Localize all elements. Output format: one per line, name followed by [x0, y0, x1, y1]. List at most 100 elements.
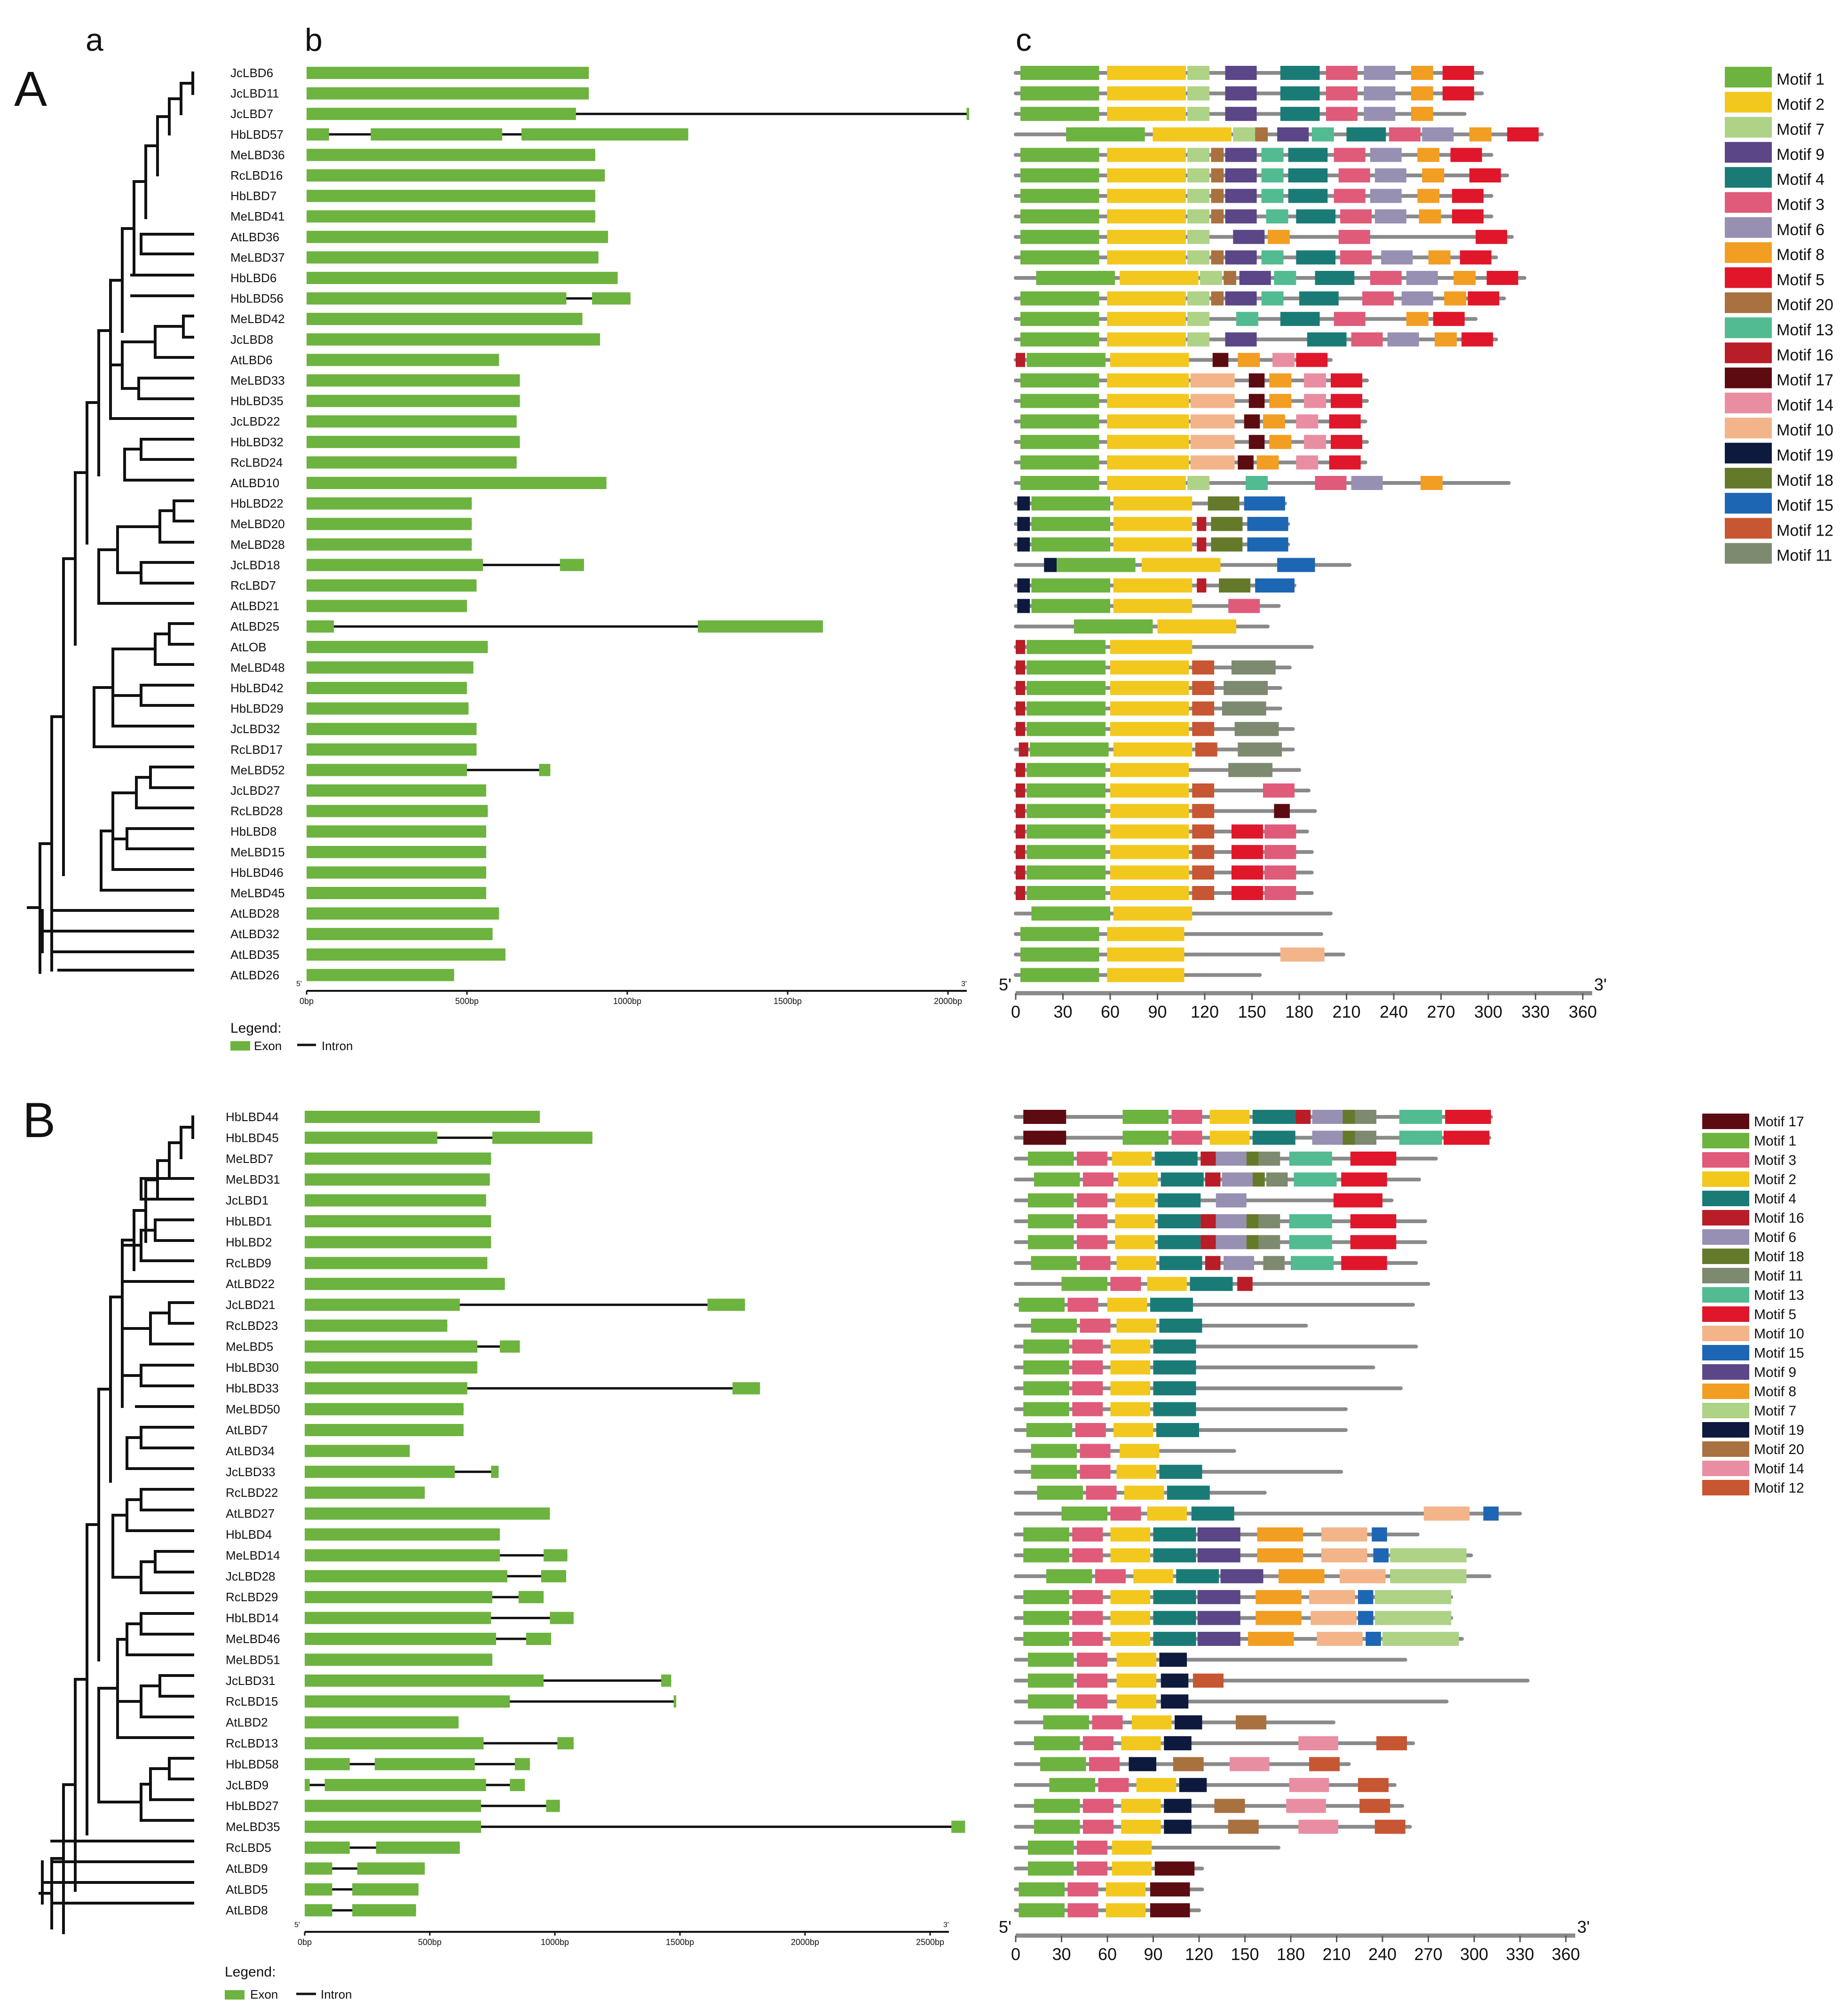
motif-block — [1389, 127, 1421, 142]
gene-label: AtLBD6 — [230, 353, 273, 367]
motif-legend-swatch — [1725, 142, 1772, 163]
motif-block — [1411, 107, 1433, 121]
motif-block — [1017, 517, 1030, 531]
motif-block — [1032, 538, 1111, 552]
exon-box — [307, 518, 472, 530]
gene-label: AtLBD8 — [226, 1903, 268, 1917]
motif-block — [1253, 1131, 1295, 1145]
motif-block — [1225, 168, 1257, 182]
exon-box — [305, 1653, 492, 1666]
motif-block — [1192, 660, 1214, 674]
motif-block — [1238, 743, 1282, 757]
motif-block — [1153, 127, 1232, 142]
motif-block — [1232, 865, 1263, 879]
gene-label: RcLBD29 — [226, 1590, 278, 1604]
motif-block — [1023, 1632, 1069, 1646]
motif-legend-swatch — [1725, 468, 1772, 489]
exon-box — [307, 538, 472, 551]
motif-block — [1121, 1820, 1161, 1834]
exon-box — [305, 1904, 332, 1916]
exon-box — [305, 1570, 507, 1582]
motif-block — [1110, 824, 1189, 838]
motif-block — [1295, 1110, 1311, 1124]
motif-block — [1147, 1507, 1187, 1521]
motif-block — [1200, 1214, 1216, 1228]
phylogenetic-tree-a — [28, 73, 193, 972]
motif-block — [1304, 373, 1326, 387]
motif-legend-swatch — [1702, 1384, 1749, 1399]
motif-legend-label: Motif 7 — [1754, 1403, 1796, 1419]
motif-block — [1347, 127, 1386, 142]
motif-block — [1452, 209, 1484, 223]
motif-block — [1175, 1716, 1202, 1730]
motif-block — [1107, 476, 1186, 490]
motif-block — [1187, 476, 1209, 490]
motif-block — [1205, 1256, 1221, 1270]
motif-block — [1020, 927, 1099, 941]
gene-label: AtLOB — [230, 640, 267, 654]
motif-block — [1112, 1152, 1152, 1166]
motif-block — [1107, 66, 1186, 80]
motif-axis-tick-label: 150 — [1231, 1945, 1259, 1964]
gene-label: JcLBD9 — [226, 1778, 269, 1792]
gene-label: MeLBD41 — [230, 209, 285, 223]
motif-block — [1095, 1569, 1126, 1583]
motif-block — [1077, 1214, 1107, 1228]
motif-block — [1343, 1131, 1355, 1145]
gene-axis-tick-label: 2500bp — [916, 1937, 944, 1947]
motif-block — [1419, 209, 1441, 223]
motif-block — [1221, 1569, 1264, 1583]
motif-block — [1311, 1611, 1357, 1625]
exon-box — [307, 190, 595, 202]
motif-block — [1216, 1235, 1247, 1249]
motif-legend-label: Motif 2 — [1777, 95, 1824, 113]
motif-block — [1198, 1527, 1240, 1542]
motif-axis-tick-label: 240 — [1368, 1945, 1397, 1964]
motif-block — [1340, 250, 1372, 264]
motif-legend-label: Motif 10 — [1777, 421, 1833, 439]
motif-block — [1028, 1152, 1074, 1166]
motif-block — [1032, 497, 1111, 511]
motif-block — [1375, 209, 1406, 223]
motif-block — [1331, 435, 1362, 449]
exon-box — [661, 1675, 671, 1687]
motif-block — [1107, 168, 1186, 182]
motif-block — [1366, 1632, 1381, 1646]
motif-block — [1232, 845, 1263, 859]
exon-box — [307, 703, 468, 715]
motif-block — [1296, 250, 1335, 264]
motif-block — [1083, 1820, 1114, 1834]
gene-label: MeLBD31 — [226, 1172, 280, 1186]
motif-block — [1072, 1402, 1103, 1416]
motif-block — [1016, 763, 1025, 777]
motif-block — [1240, 271, 1271, 285]
motif-block — [1037, 1486, 1083, 1500]
motif-legend-label: Motif 19 — [1754, 1423, 1804, 1438]
motif-axis-tick-label: 240 — [1380, 1002, 1408, 1021]
motif-block — [1032, 599, 1111, 613]
motif-axis-tick-label: 60 — [1098, 1945, 1117, 1964]
exon-box — [305, 1779, 310, 1791]
motif-block — [1262, 292, 1284, 306]
exon-box — [550, 1612, 574, 1624]
gene-legend-a: Legend: Exon Intron — [230, 1020, 353, 1053]
motif-block — [1331, 394, 1362, 408]
motif-block — [1266, 209, 1288, 223]
motif-block — [1107, 394, 1189, 408]
motif-block — [1236, 1716, 1266, 1730]
gene-label: MeLBD37 — [230, 250, 285, 264]
motif-block — [1317, 1632, 1363, 1646]
motif-block — [1269, 435, 1291, 449]
gene-label: JcLBD8 — [230, 332, 273, 347]
motif-block — [1016, 660, 1025, 674]
motif-block — [1027, 763, 1106, 777]
motif-block — [1191, 455, 1235, 469]
motif-block — [1187, 87, 1209, 101]
gene-label: JcLBD1 — [226, 1194, 269, 1208]
gene-axis-5-label: 5' — [296, 980, 302, 988]
gene-label: RcLBD15 — [226, 1694, 278, 1708]
gene-label: HbLBD56 — [230, 292, 284, 306]
exon-box — [491, 1466, 498, 1478]
motif-legend-label: Motif 1 — [1754, 1133, 1796, 1149]
